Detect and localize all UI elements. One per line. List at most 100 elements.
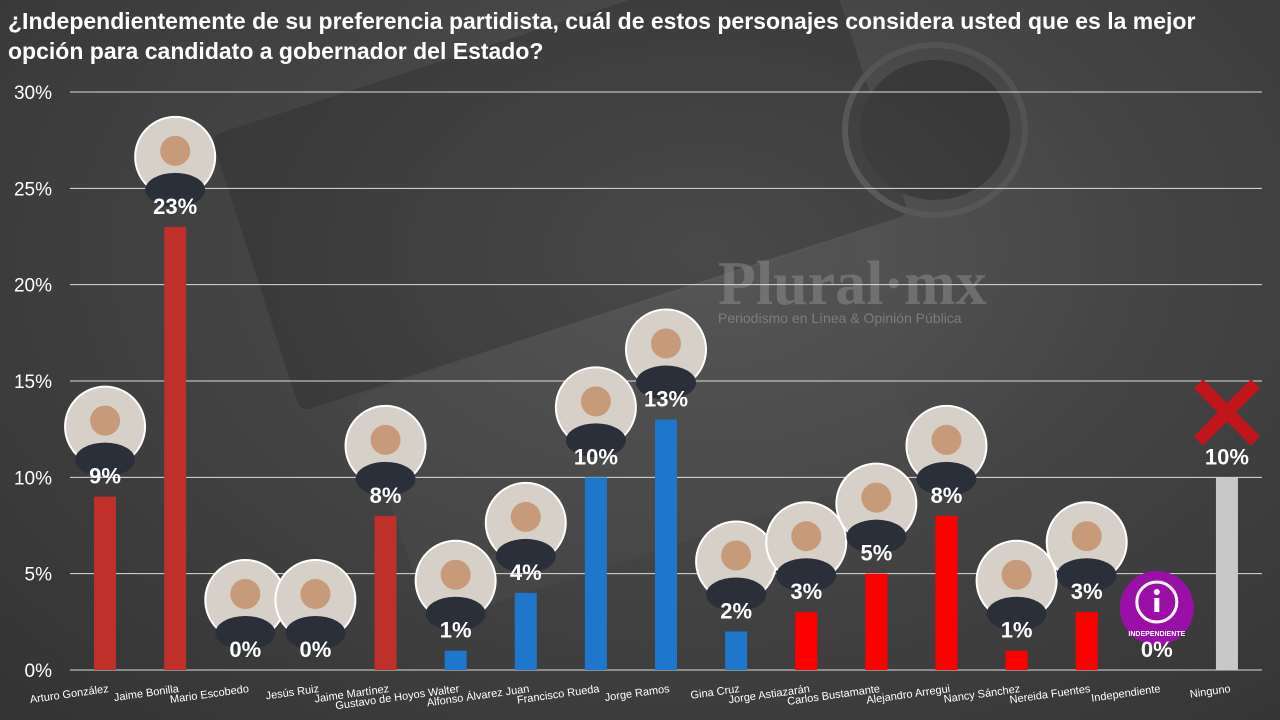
- candidate-photo: [554, 366, 637, 458]
- photo-head: [1001, 559, 1032, 590]
- bar: [865, 573, 888, 670]
- y-tick-label: 15%: [14, 372, 52, 393]
- x-stroke: [1193, 379, 1261, 446]
- candidate-photo: [1045, 501, 1128, 593]
- photo-shoulders: [215, 616, 276, 650]
- bar: [444, 650, 467, 670]
- y-tick-label: 20%: [14, 276, 52, 297]
- bar: [1005, 650, 1028, 670]
- bar: [725, 631, 748, 670]
- photo-shoulders: [1056, 558, 1117, 593]
- photo-shoulders: [285, 616, 346, 650]
- data-label: 10%: [1205, 444, 1249, 469]
- x-tick-label: Nereida Fuentes: [1009, 683, 1092, 706]
- candidate-photo: [414, 539, 497, 631]
- data-label: 1%: [1001, 618, 1033, 643]
- bar: [514, 592, 537, 670]
- photo-shoulders: [706, 577, 767, 612]
- candidate-markers: INDEPENDIENTE: [64, 115, 1261, 650]
- photo-head: [861, 482, 892, 513]
- candidate-photo: [134, 115, 217, 207]
- data-label: 8%: [370, 483, 402, 508]
- data-label: 4%: [510, 560, 542, 585]
- data-label: 8%: [931, 483, 963, 508]
- data-label: 0%: [300, 637, 332, 662]
- x-tick-label: Francisco Rueda: [516, 683, 601, 707]
- badge-dot: [1153, 589, 1160, 595]
- bar: [655, 419, 677, 670]
- photo-head: [90, 405, 121, 436]
- bar: [1215, 477, 1238, 670]
- x-mark-icon: [1193, 379, 1261, 446]
- watermark-tagline: Periodismo en Línea & Opinión Pública: [718, 310, 962, 326]
- photo-head: [160, 135, 191, 166]
- photo-shoulders: [776, 558, 837, 593]
- x-tick-label: Jesús Ruiz: [265, 683, 320, 702]
- badge-stem: [1154, 598, 1160, 612]
- x-tick-label: Ninguno: [1189, 683, 1231, 701]
- bar: [584, 477, 607, 670]
- watermark-brand: Plural·mx: [718, 250, 987, 318]
- badge-ring: [1135, 580, 1179, 624]
- bars: [94, 226, 1238, 670]
- photo-shoulders: [75, 442, 136, 477]
- photo-shoulders: [846, 519, 907, 554]
- y-tick-label: 10%: [14, 468, 52, 489]
- photo-shoulders: [495, 538, 556, 573]
- photo-head: [300, 579, 331, 609]
- y-tick-label: 30%: [14, 83, 52, 104]
- candidate-photo: [64, 385, 147, 477]
- photo-shoulders: [986, 596, 1047, 631]
- candidate-photo: [695, 520, 778, 612]
- candidate-photo: [765, 501, 848, 593]
- y-tick-label: 5%: [25, 565, 53, 586]
- badge-label: INDEPENDIENTE: [1128, 631, 1185, 638]
- data-label: 9%: [89, 464, 121, 489]
- y-tick-label: 0%: [25, 661, 53, 682]
- photo-head: [370, 424, 401, 455]
- photo-shoulders: [565, 423, 626, 458]
- data-labels: 9% 23% 0% 0% 8% 1% 4% 10% 13% 2% 3% 5% 8% 1% 3% 0% 10%: [89, 194, 1249, 662]
- candidate-photo: [905, 404, 988, 496]
- chart-title: ¿Independientemente de su preferencia pa…: [8, 8, 1196, 64]
- data-label: 5%: [860, 541, 892, 566]
- photo-shoulders: [916, 461, 977, 496]
- candidate-photo: [344, 404, 427, 496]
- candidate-photo: [975, 539, 1058, 631]
- photo-head: [230, 579, 261, 609]
- x-tick-label: Arturo González: [29, 683, 109, 706]
- data-label: 0%: [1141, 637, 1173, 662]
- photo-head: [651, 328, 681, 359]
- y-axis: 0% 5% 10% 15% 20% 25% 30%: [14, 83, 52, 682]
- photo-shoulders: [355, 461, 416, 496]
- bar: [164, 226, 187, 670]
- data-label: 3%: [1071, 579, 1103, 604]
- photo-head: [580, 386, 611, 417]
- bar: [935, 515, 958, 670]
- data-label: 0%: [229, 637, 261, 662]
- data-label: 23%: [153, 194, 197, 219]
- candidate-photo: [204, 559, 287, 650]
- bar: [795, 612, 818, 670]
- candidate-photo: [625, 308, 707, 400]
- photo-head: [440, 559, 471, 590]
- data-label: 10%: [574, 444, 618, 469]
- bar: [374, 515, 397, 670]
- candidate-photo: [835, 462, 918, 554]
- photo-shoulders: [425, 596, 486, 631]
- photo-head: [931, 424, 962, 455]
- bar: [1075, 612, 1098, 670]
- photo-head: [721, 540, 752, 571]
- x-tick-label: Jorge Ramos: [604, 683, 671, 704]
- photo-shoulders: [636, 365, 696, 400]
- data-label: 13%: [644, 387, 688, 412]
- data-label: 3%: [790, 579, 822, 604]
- x-tick-label: Independiente: [1091, 683, 1162, 705]
- data-label: 2%: [720, 598, 752, 623]
- photo-head: [1071, 521, 1102, 552]
- photo-shoulders: [145, 172, 206, 207]
- independent-badge-icon: INDEPENDIENTE: [1119, 571, 1194, 645]
